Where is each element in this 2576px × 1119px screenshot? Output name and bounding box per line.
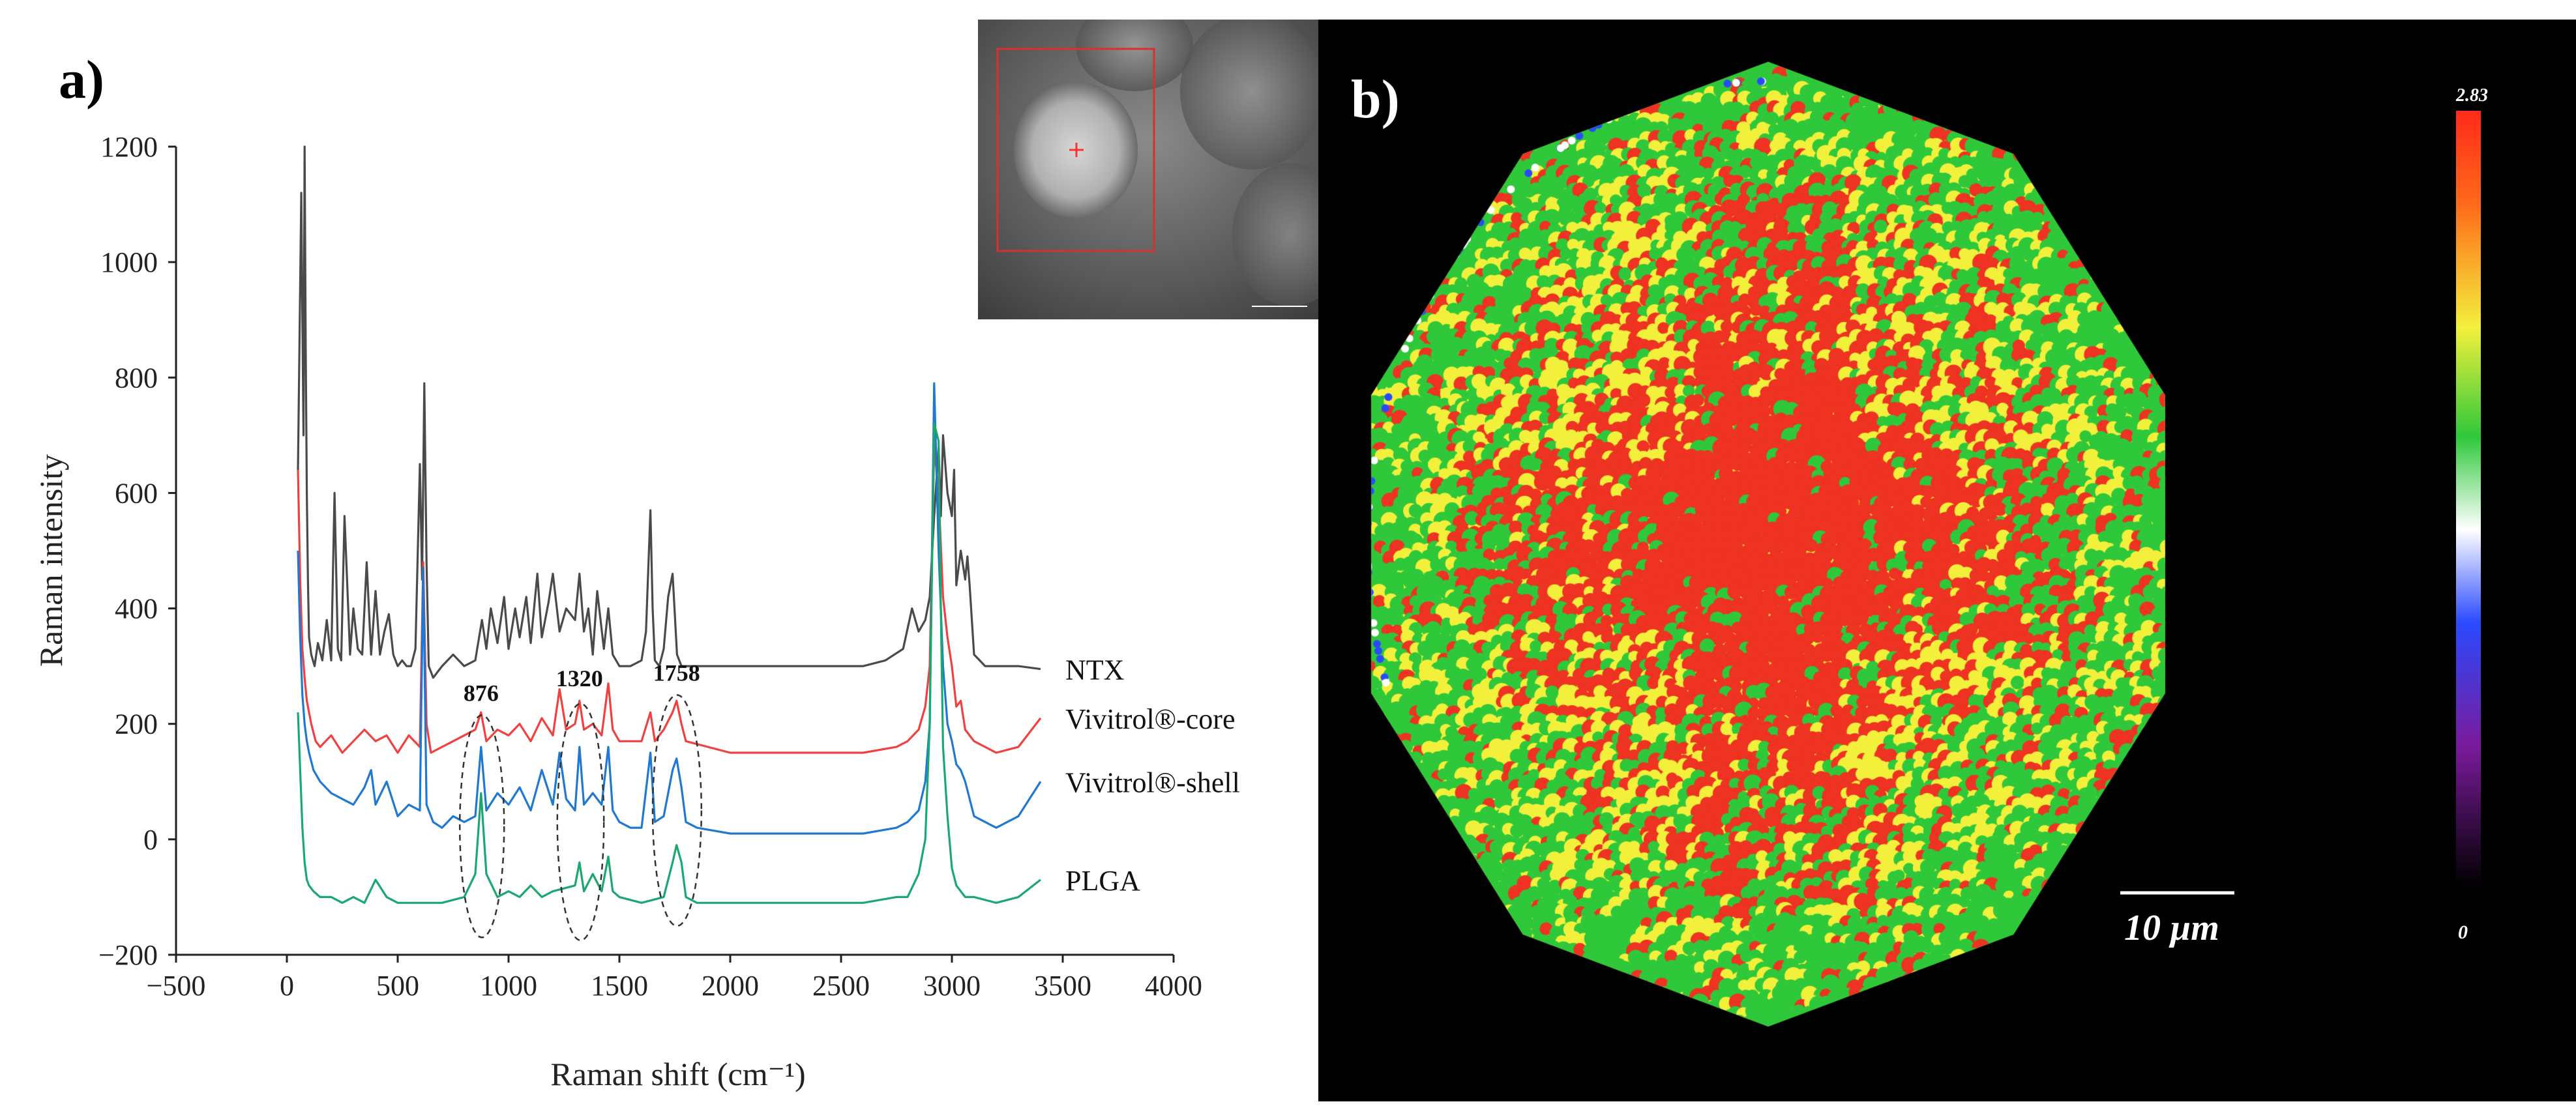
- dashed-region: [458, 714, 505, 938]
- y-tick-label: 1000: [100, 246, 158, 278]
- series-label: Vivitrol®-shell: [1065, 766, 1240, 798]
- scale-bar-label: 10 µm: [2124, 908, 2219, 948]
- series-line-ntx: [297, 145, 1041, 679]
- x-tick-label: 500: [376, 970, 419, 1002]
- microscope-inset-image: [978, 20, 1318, 319]
- y-tick-label: 0: [143, 824, 158, 856]
- series-labels: NTX Vivitrol®-core Vivitrol®-shell PLGA: [1065, 654, 1240, 897]
- x-axis-title: Raman shift (cm⁻¹): [550, 1056, 805, 1092]
- y-axis-title: Raman intensity: [33, 454, 69, 667]
- raman-spectra-chart: a) −200 0 200 400 600 800 1000 1200 −500 0 500 100…: [33, 50, 1240, 1092]
- dashed-region: [651, 694, 703, 927]
- panel-a-label: a): [59, 50, 104, 110]
- peak-annotations: 876 1320 1758: [464, 660, 700, 706]
- x-tick-label: 1500: [591, 970, 648, 1002]
- peak-label: 876: [464, 680, 499, 706]
- series-label: PLGA: [1065, 865, 1140, 897]
- raman-map-panel: b) 2.83 0 10 µm: [1318, 20, 2576, 1101]
- y-tick-label: 400: [115, 593, 158, 625]
- colorbar-max-label: 2.83: [2455, 85, 2488, 106]
- x-tick-label: 2000: [702, 970, 759, 1002]
- dashed-regions: [458, 694, 703, 942]
- map-overlay: b) 2.83 0 10 µm: [1351, 69, 2488, 948]
- peak-label: 1320: [556, 665, 603, 691]
- colorbar-min-label: 0: [2458, 922, 2468, 943]
- series-layer: [297, 145, 1042, 904]
- x-tick-label: −500: [147, 970, 206, 1002]
- series-label: NTX: [1065, 654, 1124, 686]
- x-tick-label: 3500: [1034, 970, 1091, 1002]
- x-axis: −500 0 500 1000 1500 2000 2500 3000 3500 4000: [147, 955, 1202, 1002]
- x-tick-label: 0: [280, 970, 294, 1002]
- panel-b-label: b): [1351, 69, 1400, 130]
- x-tick-label: 1000: [480, 970, 537, 1002]
- y-axis: −200 0 200 400 600 800 1000 1200: [98, 131, 176, 971]
- y-tick-label: 800: [115, 362, 158, 394]
- peak-label: 1758: [653, 660, 700, 686]
- y-tick-label: 200: [115, 708, 158, 740]
- series-line-vivitrol-shell: [297, 382, 1042, 835]
- x-tick-label: 4000: [1145, 970, 1202, 1002]
- series-label: Vivitrol®-core: [1065, 703, 1235, 735]
- raman-map-image: [1318, 20, 2576, 1101]
- y-tick-label: 1200: [100, 131, 158, 163]
- colorbar: [2456, 111, 2481, 886]
- plot-area: [175, 147, 1174, 956]
- y-tick-label: −200: [98, 939, 158, 971]
- x-tick-label: 2500: [812, 970, 870, 1002]
- dashed-region: [556, 703, 605, 942]
- x-tick-label: 3000: [923, 970, 981, 1002]
- y-tick-label: 600: [115, 477, 158, 509]
- series-line-plga: [297, 422, 1041, 904]
